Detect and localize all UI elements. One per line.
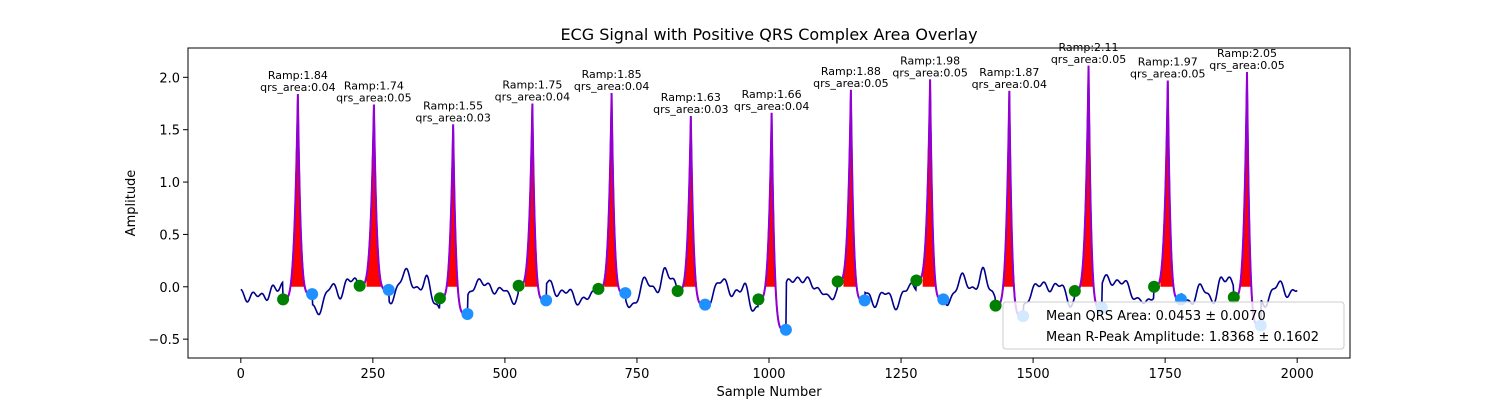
s-point-5 — [619, 287, 632, 300]
x-tick-label: 500 — [492, 367, 517, 382]
ramp-label-6: Ramp:1.63 — [661, 91, 721, 104]
s-point-4 — [540, 294, 553, 307]
qrs-area-label-13: qrs_area:0.05 — [1209, 59, 1284, 72]
x-axis: 0 250 500 750 1000 1250 1500 1750 2000 — [237, 358, 1314, 382]
y-tick-label: 0.0 — [159, 281, 180, 296]
qrs-area-label-1: qrs_area:0.04 — [260, 81, 335, 94]
q-point-5 — [592, 282, 605, 295]
q-point-1 — [277, 293, 290, 306]
q-point-7 — [752, 293, 765, 306]
q-point-6 — [671, 284, 684, 297]
s-point-9 — [937, 293, 950, 306]
qrs-area-label-2: qrs_area:0.05 — [336, 92, 411, 105]
qrs-area-label-4: qrs_area:0.04 — [495, 91, 570, 104]
qrs-area-label-7: qrs_area:0.04 — [734, 100, 809, 113]
qrs-area-label-6: qrs_area:0.03 — [653, 103, 728, 116]
q-point-4 — [512, 279, 525, 292]
q-point-8 — [831, 275, 844, 288]
qrs-area-fill-13 — [1239, 72, 1255, 287]
qrs-area-label-8: qrs_area:0.05 — [813, 77, 888, 90]
qrs-area-label-10: qrs_area:0.04 — [972, 78, 1047, 91]
ramp-label-2: Ramp:1.74 — [344, 80, 404, 93]
ramp-label-10: Ramp:1.87 — [979, 66, 1039, 79]
ramp-label-4: Ramp:1.75 — [502, 79, 562, 92]
q-point-3 — [433, 292, 446, 305]
plot-content — [240, 65, 1298, 336]
chart-title: ECG Signal with Positive QRS Complex Are… — [560, 25, 977, 44]
ramp-label-1: Ramp:1.84 — [268, 69, 328, 82]
q-point-9 — [910, 274, 923, 287]
legend: Mean QRS Area: 0.0453 ± 0.0070 Mean R-Pe… — [1002, 301, 1345, 350]
ramp-label-8: Ramp:1.88 — [821, 65, 881, 78]
qrs-area-fill-7 — [764, 112, 780, 287]
ramp-label-11: Ramp:2.11 — [1059, 41, 1119, 54]
legend-entry-mean-qrs-area: Mean QRS Area: 0.0453 ± 0.0070 — [1046, 309, 1266, 324]
s-point-6 — [699, 298, 712, 311]
y-axis: −0.5 0.0 0.5 1.0 1.5 2.0 — [148, 71, 188, 348]
ramp-label-12: Ramp:1.97 — [1138, 55, 1198, 68]
qrs-area-label-5: qrs_area:0.04 — [574, 80, 649, 93]
x-tick-label: 1000 — [752, 367, 785, 382]
ramp-label-5: Ramp:1.85 — [582, 68, 642, 81]
s-point-3 — [461, 308, 474, 321]
y-tick-label: −0.5 — [148, 333, 180, 348]
x-tick-label: 250 — [360, 367, 385, 382]
s-point-7 — [779, 323, 792, 336]
y-tick-label: 0.5 — [159, 228, 180, 243]
ramp-label-13: Ramp:2.05 — [1217, 47, 1277, 60]
ramp-label-9: Ramp:1.98 — [900, 54, 960, 67]
x-tick-label: 1750 — [1149, 367, 1182, 382]
s-point-8 — [858, 294, 871, 307]
legend-entry-mean-r-peak: Mean R-Peak Amplitude: 1.8368 ± 0.1602 — [1046, 330, 1319, 345]
qrs-area-label-12: qrs_area:0.05 — [1130, 67, 1205, 80]
q-point-12 — [1148, 280, 1161, 293]
y-tick-label: 1.0 — [159, 176, 180, 191]
x-tick-label: 750 — [625, 367, 650, 382]
qrs-area-fill-10 — [1001, 90, 1017, 287]
q-point-2 — [353, 279, 366, 292]
s-point-1 — [306, 288, 319, 301]
qrs-area-label-11: qrs_area:0.05 — [1051, 53, 1126, 66]
y-tick-label: 2.0 — [159, 71, 180, 86]
q-point-13 — [1227, 291, 1240, 304]
y-axis-label: Amplitude — [124, 170, 139, 237]
q-point-11 — [1068, 284, 1081, 297]
x-tick-label: 1250 — [884, 367, 917, 382]
x-tick-label: 2000 — [1281, 367, 1314, 382]
y-tick-label: 1.5 — [159, 124, 180, 139]
x-tick-label: 0 — [237, 367, 245, 382]
q-point-10 — [989, 299, 1002, 312]
qrs-area-label-3: qrs_area:0.03 — [415, 111, 490, 124]
qrs-area-label-9: qrs_area:0.05 — [892, 66, 967, 79]
ramp-label-7: Ramp:1.66 — [742, 88, 802, 101]
ramp-label-3: Ramp:1.55 — [423, 99, 483, 112]
x-tick-label: 1500 — [1017, 367, 1050, 382]
x-axis-label: Sample Number — [716, 385, 822, 400]
legend-box — [1002, 301, 1345, 350]
s-point-2 — [382, 283, 395, 296]
qrs-area-fill-3 — [445, 124, 461, 287]
